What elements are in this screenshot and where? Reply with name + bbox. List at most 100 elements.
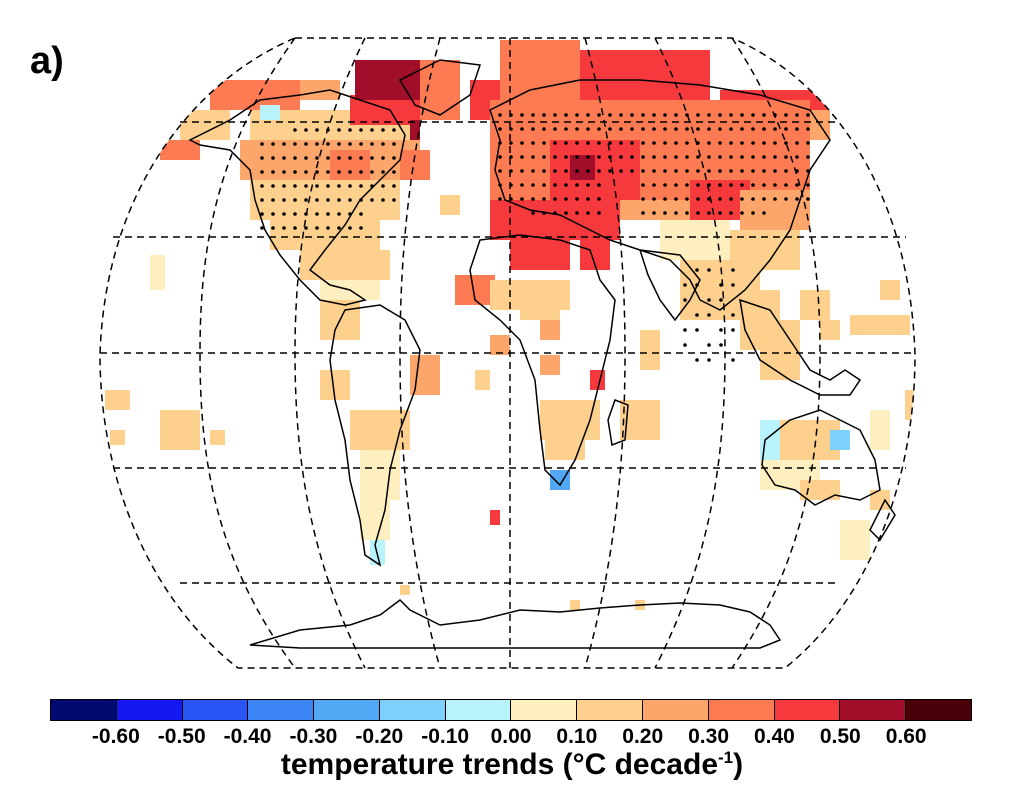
significance-dot	[586, 183, 590, 187]
significance-dot	[498, 197, 502, 201]
significance-dot	[674, 211, 678, 215]
significance-dot	[718, 197, 722, 201]
significance-dot	[795, 155, 799, 159]
significance-dot	[762, 127, 766, 131]
colorbar-tick-label: -0.30	[289, 725, 338, 748]
significance-dot	[685, 169, 689, 173]
cells-north-america	[150, 60, 460, 300]
significance-dot	[740, 113, 744, 117]
significance-dot	[392, 184, 396, 188]
significance-dot	[751, 113, 755, 117]
significance-dot	[575, 169, 579, 173]
colorbar-tick-label: -0.20	[355, 725, 404, 748]
significance-dot	[740, 127, 744, 131]
significance-dot	[762, 113, 766, 117]
significance-dot	[282, 184, 286, 188]
significance-dot	[564, 197, 568, 201]
significance-dot	[337, 170, 341, 174]
significance-dot	[337, 212, 341, 216]
significance-dot	[531, 127, 535, 131]
significance-dot	[773, 155, 777, 159]
colorbar-tick-label: -0.50	[157, 725, 206, 748]
colorbar-swatch	[511, 700, 578, 720]
colorbar-swatch	[51, 700, 117, 720]
significance-dot	[707, 211, 711, 215]
significance-dot	[370, 128, 374, 132]
significance-dot	[784, 155, 788, 159]
significance-dot	[641, 113, 645, 117]
colorbar-swatch	[906, 700, 971, 720]
significance-dot	[685, 141, 689, 145]
significance-dot	[608, 169, 612, 173]
significance-dot	[586, 197, 590, 201]
significance-dot	[762, 155, 766, 159]
significance-dot	[337, 184, 341, 188]
significance-dot	[652, 113, 656, 117]
significance-dot	[784, 169, 788, 173]
significance-dot	[564, 113, 568, 117]
significance-dot	[652, 127, 656, 131]
significance-dot	[740, 211, 744, 215]
significance-dot	[731, 268, 735, 272]
significance-dot	[784, 197, 788, 201]
significance-dot	[531, 113, 535, 117]
significance-dot	[531, 197, 535, 201]
colorbar-tick-label: 0.20	[622, 725, 664, 748]
significance-dot	[260, 198, 264, 202]
cells-arctic	[420, 40, 830, 140]
significance-dot	[729, 169, 733, 173]
colorbar-tick-label: 0.50	[819, 725, 861, 748]
significance-dot	[619, 113, 623, 117]
significance-dot	[271, 142, 275, 146]
significance-dot	[663, 169, 667, 173]
significance-dot	[731, 283, 735, 287]
significance-dot	[740, 183, 744, 187]
significance-dot	[586, 169, 590, 173]
colorbar-tick-label: -0.10	[421, 725, 470, 748]
significance-dot	[719, 298, 723, 302]
significance-dot	[553, 155, 557, 159]
coast-india	[638, 249, 701, 322]
significance-dot	[619, 127, 623, 131]
significance-dot	[806, 183, 810, 187]
significance-dot	[731, 313, 735, 317]
significance-dot	[315, 142, 319, 146]
significance-dot	[348, 198, 352, 202]
significance-dot	[695, 313, 699, 317]
significance-dot	[740, 155, 744, 159]
significance-dot	[663, 141, 667, 145]
significance-dot	[370, 156, 374, 160]
significance-dot	[718, 169, 722, 173]
significance-dot	[553, 183, 557, 187]
significance-dot	[282, 142, 286, 146]
significance-dot	[509, 155, 513, 159]
significance-dot	[719, 328, 723, 332]
significance-dot	[731, 358, 735, 362]
significance-dot	[806, 155, 810, 159]
significance-dot	[271, 170, 275, 174]
significance-dot	[795, 113, 799, 117]
significance-dot	[315, 226, 319, 230]
significance-dot	[304, 128, 308, 132]
significance-dot	[326, 184, 330, 188]
significance-dot	[751, 211, 755, 215]
significance-dot	[773, 169, 777, 173]
significance-dot	[683, 343, 687, 347]
significance-dot	[392, 128, 396, 132]
significance-dot	[542, 141, 546, 145]
significance-dot	[707, 169, 711, 173]
significance-dot	[685, 197, 689, 201]
significance-dot	[564, 169, 568, 173]
significance-dot	[282, 226, 286, 230]
significance-dot	[729, 197, 733, 201]
colorbar	[50, 699, 972, 721]
significance-dot	[719, 343, 723, 347]
significance-dot	[773, 141, 777, 145]
significance-dot	[392, 156, 396, 160]
coast-antarctica	[249, 599, 782, 649]
significance-dot	[740, 197, 744, 201]
coast-new-zealand	[869, 498, 896, 542]
significance-dot	[718, 211, 722, 215]
significance-dot	[683, 283, 687, 287]
significance-dot	[337, 128, 341, 132]
